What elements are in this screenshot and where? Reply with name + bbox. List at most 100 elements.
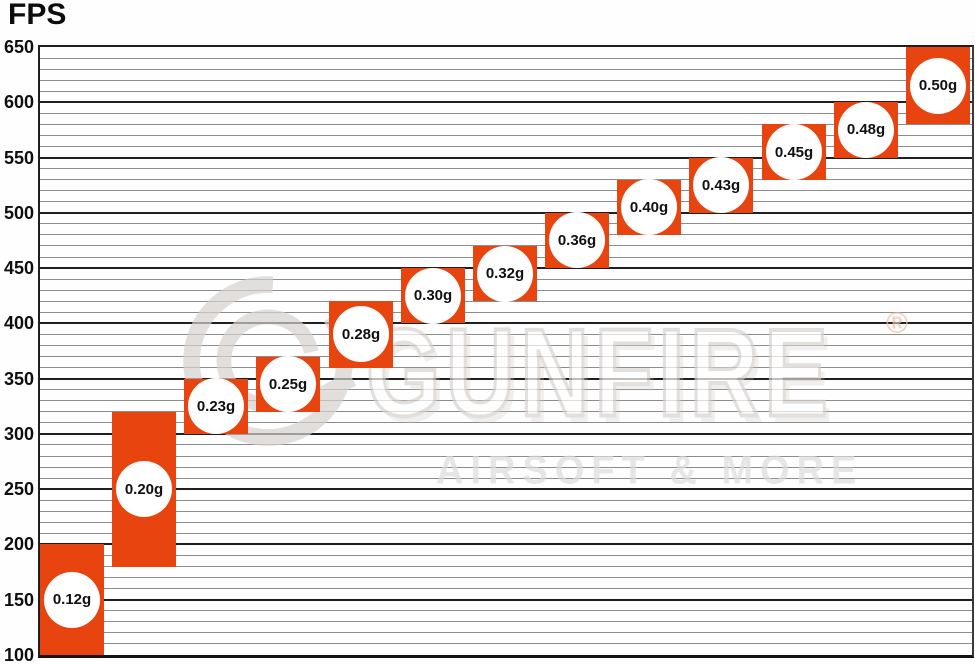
y-axis-tick-label: 400 — [3, 313, 34, 334]
gridline-minor — [40, 422, 972, 424]
fps-range-bar-0.45g: 0.45g — [762, 124, 826, 180]
y-axis-tick-label: 500 — [3, 202, 34, 223]
gridline-major — [40, 377, 972, 380]
gridline-minor — [40, 68, 972, 70]
gridline-minor — [40, 400, 972, 402]
gridline-minor — [40, 466, 972, 468]
gridline-minor — [40, 555, 972, 556]
fps-range-bar-0.20g: 0.20g — [112, 411, 176, 567]
gridline-minor — [40, 643, 972, 645]
gridline-minor — [40, 145, 972, 147]
gridline-minor — [40, 223, 972, 225]
bb-weight-badge: 0.48g — [838, 101, 894, 158]
bb-weight-badge: 0.28g — [333, 306, 389, 363]
gridline-major — [40, 322, 972, 325]
bb-weight-label: 0.28g — [341, 325, 381, 343]
gridline-minor — [40, 532, 972, 534]
fps-range-bar-0.50g: 0.50g — [906, 47, 970, 125]
bb-weight-label: 0.43g — [701, 176, 741, 194]
gridline-minor — [40, 201, 972, 203]
y-axis-tick-label: 150 — [3, 589, 34, 610]
gridline-minor — [40, 356, 972, 358]
gridline-major — [40, 211, 972, 214]
bb-weight-label: 0.32g — [485, 265, 525, 283]
gridline-minor — [40, 577, 972, 579]
bb-weight-label: 0.12g — [52, 591, 92, 609]
fps-range-bar-0.48g: 0.48g — [834, 101, 898, 158]
gridline-minor — [40, 411, 972, 413]
fps-range-bar-0.30g: 0.30g — [401, 267, 465, 324]
gridline-minor — [40, 123, 972, 125]
gridline-minor — [40, 477, 972, 479]
fps-range-bar-0.23g: 0.23g — [184, 378, 248, 435]
y-axis-tick-label: 250 — [3, 479, 34, 500]
gridline-minor — [40, 566, 972, 568]
fps-range-bar-0.43g: 0.43g — [689, 157, 753, 214]
fps-range-bar-0.40g: 0.40g — [617, 179, 681, 236]
bb-weight-label: 0.40g — [629, 198, 669, 216]
gridline-major — [40, 156, 972, 159]
bb-weight-badge: 0.12g — [44, 571, 100, 628]
fps-range-bar-0.32g: 0.32g — [473, 245, 537, 302]
bb-weight-label: 0.36g — [557, 231, 597, 249]
y-axis-tick-label: 300 — [3, 423, 34, 444]
gridline-minor — [40, 632, 972, 634]
gridline-minor — [40, 389, 972, 391]
gridline-minor — [40, 179, 972, 181]
gridline-minor — [40, 621, 972, 623]
bb-weight-label: 0.48g — [846, 121, 886, 139]
gridline-minor — [40, 499, 972, 501]
chart-plot-area: GUNFIRE ® AIRSOFT & MORE 0.12g 0.20g 0.23g… — [38, 45, 974, 658]
bb-weight-badge: 0.25g — [260, 356, 316, 413]
bb-weight-label: 0.50g — [918, 77, 958, 95]
bb-weight-badge: 0.20g — [116, 461, 172, 518]
y-axis-tick-label: 200 — [3, 534, 34, 555]
gridline-major — [40, 101, 972, 104]
gridline-minor — [40, 521, 972, 523]
fps-range-bar-0.12g: 0.12g — [40, 544, 104, 655]
gridline-minor — [40, 112, 972, 114]
gridline-minor — [40, 234, 972, 236]
gridline-minor — [40, 367, 972, 369]
gridline-minor — [40, 190, 972, 192]
y-axis-tick-label: 550 — [3, 147, 34, 168]
gridline-minor — [40, 57, 972, 59]
bb-weight-label: 0.45g — [774, 143, 814, 161]
bb-weight-badge: 0.32g — [477, 245, 533, 302]
bb-weight-badge: 0.36g — [549, 212, 605, 269]
gridline-major — [40, 432, 972, 435]
fps-range-bar-0.36g: 0.36g — [545, 212, 609, 269]
bb-weight-label: 0.30g — [413, 287, 453, 305]
bb-weight-badge: 0.40g — [621, 179, 677, 236]
bb-weight-label: 0.23g — [196, 397, 236, 415]
gridline-minor — [40, 588, 972, 590]
gridline-minor — [40, 90, 972, 92]
gridline-minor — [40, 344, 972, 346]
gridline-minor — [40, 168, 972, 170]
watermark-brand-text: GUNFIRE — [365, 303, 833, 443]
fps-range-bar-0.25g: 0.25g — [256, 356, 320, 413]
page-title: FPS — [8, 0, 67, 31]
y-axis-tick-label: 650 — [3, 37, 34, 57]
bb-weight-badge: 0.23g — [188, 378, 244, 435]
gridline-minor — [40, 134, 972, 136]
gridline-minor — [40, 333, 972, 335]
bb-weight-badge: 0.43g — [693, 157, 749, 214]
y-axis-tick-label: 100 — [3, 645, 34, 665]
gridline-major — [40, 488, 972, 491]
gridline-major — [40, 543, 972, 546]
bb-weight-badge: 0.50g — [910, 57, 966, 114]
gridline-minor — [40, 79, 972, 81]
gridline-minor — [40, 610, 972, 612]
gridline-major — [40, 598, 972, 601]
bb-weight-badge: 0.30g — [405, 267, 461, 324]
gridline-minor — [40, 444, 972, 446]
gridline-minor — [40, 510, 972, 512]
y-axis-tick-label: 600 — [3, 92, 34, 113]
bb-weight-label: 0.25g — [268, 375, 308, 393]
y-axis-tick-label: 450 — [3, 258, 34, 279]
y-axis-tick-label: 350 — [3, 368, 34, 389]
bb-weight-label: 0.20g — [124, 480, 164, 498]
gridline-minor — [40, 311, 972, 313]
